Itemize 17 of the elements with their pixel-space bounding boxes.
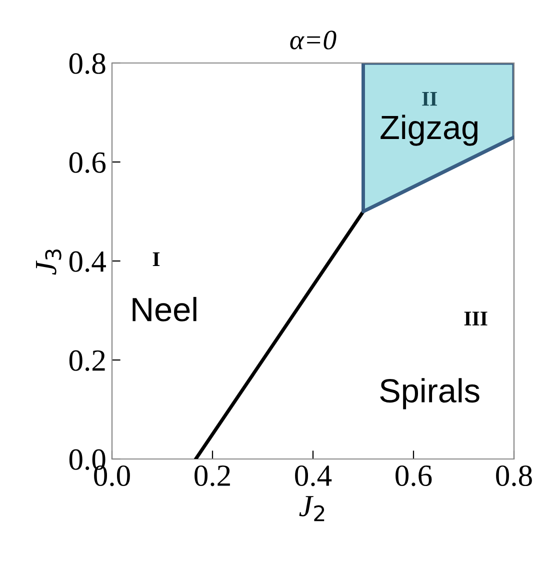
annotation: II (422, 92, 437, 106)
y-tick-label: 0.6 (69, 152, 106, 174)
chart-title: α=0 (290, 30, 336, 50)
annotation: Spirals (380, 378, 480, 410)
y-axis-title: J$_{3}$ (36, 249, 62, 275)
x-tick-label: 0.6 (396, 465, 432, 486)
y-tick-label: 0.2 (69, 350, 105, 372)
annotation: III (464, 312, 488, 326)
annotation: Zigzag (380, 114, 478, 146)
y-tick-label: 0.4 (69, 251, 106, 272)
annotation: Neel (132, 296, 196, 322)
x-axis-title: J$_{2}$ (299, 496, 324, 522)
x-tick-label: 0.4 (295, 465, 332, 486)
x-tick-label: 0.2 (194, 465, 230, 486)
annotation: I (152, 252, 160, 266)
y-tick-label: 0.8 (69, 53, 106, 74)
x-tick-label: 0.8 (496, 465, 532, 486)
